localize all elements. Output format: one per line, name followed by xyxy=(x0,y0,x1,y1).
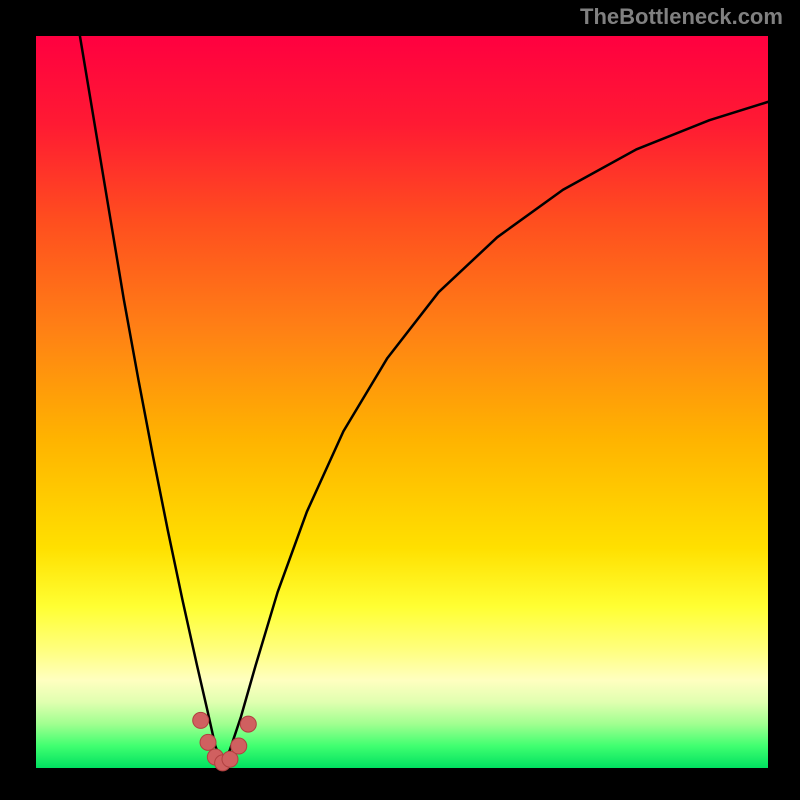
watermark-text: TheBottleneck.com xyxy=(580,4,783,30)
curve-marker xyxy=(231,738,247,754)
curve-marker xyxy=(193,712,209,728)
curve-marker xyxy=(240,716,256,732)
plot-background xyxy=(36,36,768,768)
chart-svg xyxy=(0,0,800,800)
curve-marker xyxy=(200,734,216,750)
chart-container: TheBottleneck.com xyxy=(0,0,800,800)
